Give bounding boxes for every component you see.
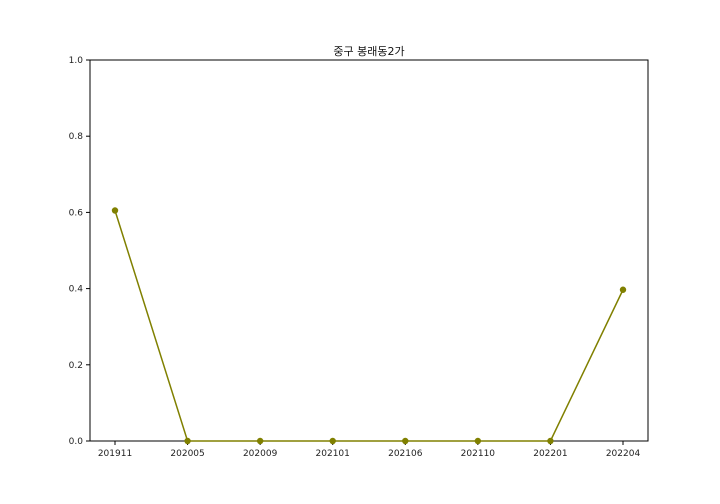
- data-point: [547, 438, 553, 444]
- x-axis: 201911 202005 202009 202101 202106 202110 2022…: [98, 441, 641, 459]
- x-tick-label: 201911: [98, 449, 132, 459]
- x-tick-label: 202201: [533, 449, 567, 459]
- series-line: [115, 210, 623, 441]
- data-point: [402, 438, 408, 444]
- x-tick-label: 202009: [243, 449, 278, 459]
- data-point: [257, 438, 263, 444]
- data-point: [330, 438, 336, 444]
- y-tick-label: 0.0: [69, 437, 84, 447]
- data-point: [620, 287, 626, 293]
- y-axis: 0.0 0.2 0.4 0.6 0.8 1.0: [69, 56, 90, 447]
- x-tick-label: 202204: [606, 449, 641, 459]
- y-tick-label: 0.8: [69, 132, 84, 142]
- x-tick-label: 202110: [461, 449, 496, 459]
- y-tick-label: 0.2: [69, 361, 83, 371]
- series-layer: [112, 207, 626, 444]
- x-tick-label: 202101: [316, 449, 350, 459]
- x-tick-label: 202005: [170, 449, 204, 459]
- y-tick-label: 0.4: [69, 285, 84, 295]
- y-tick-label: 1.0: [69, 56, 84, 66]
- data-point: [475, 438, 481, 444]
- chart-title: 중구 봉래동2가: [333, 45, 404, 58]
- plot-frame: [90, 60, 648, 441]
- data-point: [184, 438, 190, 444]
- data-point: [112, 207, 118, 213]
- y-tick-label: 0.6: [69, 208, 84, 218]
- x-tick-label: 202106: [388, 449, 423, 459]
